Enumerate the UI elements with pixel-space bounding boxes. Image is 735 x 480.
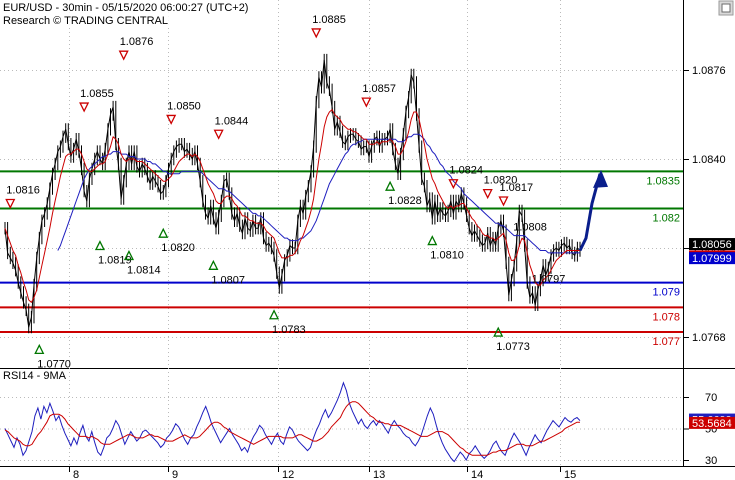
price-line	[4, 59, 581, 328]
annotation-label: 1.0820	[484, 175, 518, 187]
annotation-label: 1.0773	[496, 341, 530, 353]
high-marker	[166, 114, 177, 125]
low-marker	[208, 259, 219, 270]
rsi-grid	[0, 368, 683, 466]
low-marker	[123, 249, 135, 261]
annotation-label: 1.0814	[127, 264, 161, 276]
high-marker	[311, 28, 322, 39]
price-series	[4, 53, 608, 334]
high-marker	[213, 129, 224, 140]
low-marker	[493, 326, 504, 337]
chart-subtitle: Research © TRADING CENTRAL	[3, 15, 168, 27]
rsi-tag-label: 53.5684	[692, 418, 732, 430]
annotation-label: 1.0770	[37, 358, 71, 370]
window-toggle-icon[interactable]	[718, 0, 734, 16]
x-tick-label: 15	[564, 469, 576, 480]
forecast-arrow-head	[593, 169, 608, 188]
x-axis-ticks: 8 9 12 13 14 15	[69, 466, 576, 480]
level-label: 1.077	[652, 336, 680, 348]
rsi-y-tick-label: 70	[705, 392, 717, 404]
low-marker	[94, 240, 106, 251]
rsi-labels: 55.669953.5684	[689, 413, 735, 430]
annotation-label: 1.0810	[430, 250, 464, 262]
horizontal-levels: 1.0835 1.082 1.079 1.078 1.077	[0, 170, 683, 348]
annotation-label: 1.0816	[6, 185, 40, 197]
high-marker	[361, 97, 372, 108]
rsi-line	[4, 381, 581, 463]
level-label: 1.078	[652, 311, 680, 323]
level-label: 1.082	[652, 212, 680, 224]
low-marker	[385, 180, 396, 191]
low-marker	[158, 227, 169, 238]
level-label: 1.0835	[646, 175, 680, 187]
annotation-label: 1.0797	[532, 274, 566, 286]
chart-title: EUR/USD - 30min - 05/15/2020 06:00:27 (U…	[3, 2, 248, 14]
level-label: 1.079	[652, 287, 680, 299]
low-marker	[34, 343, 45, 355]
ma-blue-line	[57, 133, 580, 254]
low-marker	[427, 235, 438, 246]
price-tag	[689, 238, 735, 251]
rsi-ma-line	[4, 401, 580, 456]
annotation-label: 1.0857	[362, 83, 396, 95]
annotation-label: 1.0817	[500, 182, 534, 194]
price-tag	[689, 252, 735, 265]
price-annotations: 1.0816 1.0855 1.0876 1.0850 1.0844 1.0885 1.08…	[5, 14, 566, 370]
x-tick-label: 13	[373, 469, 385, 480]
annotation-label: 1.0876	[120, 36, 154, 48]
y-tick-label: 1.0768	[692, 332, 726, 344]
y-tick-label: 1.0840	[692, 154, 726, 166]
price-tag-label: 1.08056	[692, 239, 732, 251]
price-tag-label: 1.07999	[692, 253, 732, 265]
annotation-label: 1.0885	[312, 14, 346, 26]
high-marker	[118, 50, 129, 61]
x-tick-label: 8	[73, 469, 79, 480]
high-marker	[498, 196, 509, 207]
annotation-label: 1.0828	[388, 195, 422, 207]
rsi-y-tick-label: 30	[705, 455, 717, 467]
y-tick-label: 1.0876	[692, 65, 726, 77]
x-tick-label: 9	[172, 469, 178, 480]
annotation-label: 1.0824	[449, 165, 483, 177]
x-tick-label: 14	[471, 469, 483, 480]
high-marker	[482, 188, 493, 200]
high-marker	[448, 179, 459, 190]
ma-red-line	[4, 109, 580, 303]
annotation-label: 1.0808	[513, 222, 547, 234]
annotation-label: 1.0783	[272, 324, 306, 336]
forecast-arrow-line	[578, 173, 602, 252]
high-marker	[5, 198, 16, 209]
rsi-title: RSI14 - 9MA	[3, 370, 67, 382]
rsi-series	[4, 381, 581, 463]
rsi-tag	[689, 416, 735, 429]
annotation-label: 1.0855	[80, 88, 114, 100]
annotation-label: 1.0850	[167, 100, 201, 112]
x-tick-label: 12	[282, 469, 294, 480]
annotation-label: 1.0819	[98, 255, 132, 267]
annotation-label: 1.0807	[211, 274, 245, 286]
high-marker	[79, 102, 90, 113]
annotation-label: 1.0820	[161, 242, 195, 254]
annotation-label: 1.0844	[215, 115, 249, 127]
low-marker	[268, 309, 280, 320]
